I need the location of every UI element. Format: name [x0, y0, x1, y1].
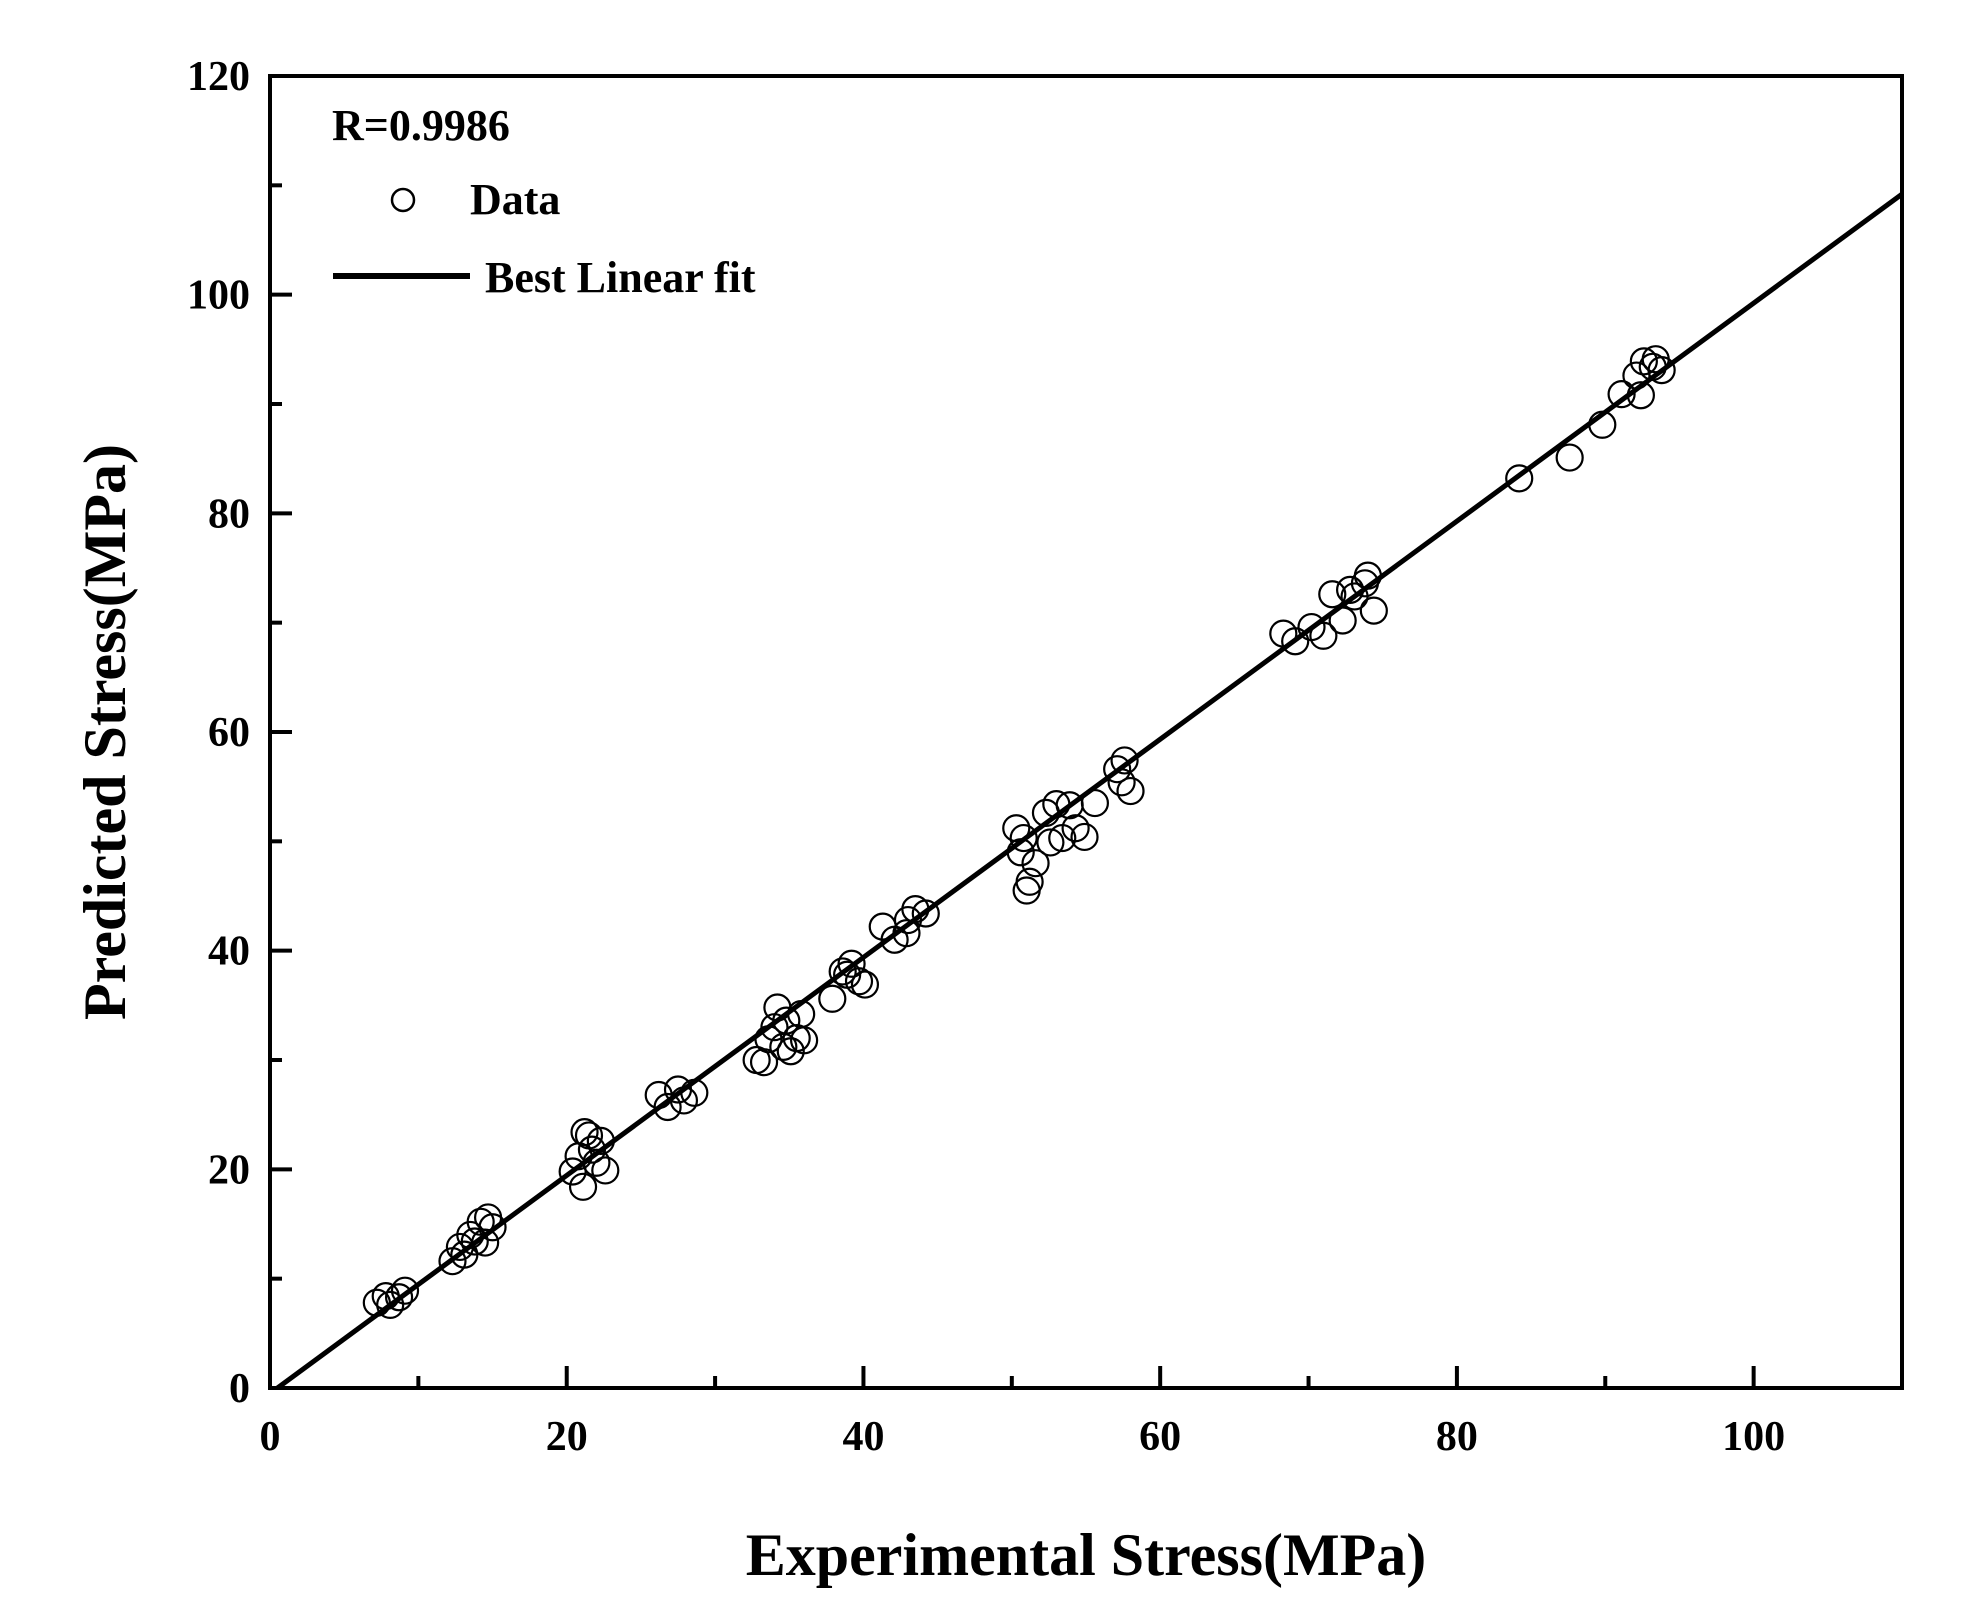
data-point: [769, 1032, 798, 1061]
data-point: [1555, 443, 1584, 472]
data-point: [749, 1048, 779, 1077]
data-points: [362, 345, 1676, 1320]
data-point: [1629, 347, 1658, 376]
data-point: [818, 984, 847, 1013]
data-point: [893, 905, 923, 935]
data-point: [371, 1282, 400, 1311]
data-point: [1116, 776, 1145, 806]
y-tick-label: 100: [187, 273, 250, 319]
data-point: [653, 1092, 682, 1122]
data-point: [833, 960, 862, 989]
data-point: [1588, 410, 1617, 439]
y-tick-label: 60: [208, 710, 250, 756]
data-point: [591, 1156, 620, 1185]
data-point: [1036, 828, 1065, 857]
data-point: [384, 1283, 414, 1312]
data-point: [478, 1213, 507, 1242]
data-point: [1048, 823, 1077, 853]
data-point: [911, 899, 940, 928]
data-point: [570, 1118, 599, 1147]
data-point: [1328, 606, 1357, 635]
data-point: [828, 957, 857, 986]
x-axis-label: Experimental Stress(MPa): [746, 1522, 1426, 1588]
data-point: [1009, 823, 1038, 853]
data-point: [1110, 746, 1139, 775]
data-point: [760, 1013, 789, 1042]
data-point: [1021, 849, 1050, 878]
data-point: [1080, 788, 1110, 818]
data-point: [460, 1227, 489, 1256]
data-point: [1335, 575, 1365, 604]
data-point: [1607, 380, 1636, 409]
data-point: [1042, 790, 1071, 819]
data-point: [568, 1172, 598, 1201]
data-point: [1641, 345, 1670, 374]
y-tick-label: 40: [208, 929, 250, 975]
data-point: [577, 1135, 607, 1164]
data-point: [1318, 580, 1347, 609]
x-tick-label: 40: [842, 1414, 884, 1460]
legend-data-marker: [390, 187, 416, 213]
data-point: [1103, 755, 1132, 784]
data-point: [586, 1126, 615, 1156]
data-point: [1309, 621, 1338, 650]
data-point: [1626, 381, 1655, 410]
data-point: [1107, 768, 1136, 797]
x-tick-label: 60: [1139, 1414, 1181, 1460]
x-tick-label: 80: [1436, 1414, 1478, 1460]
data-point: [669, 1086, 699, 1115]
data-point: [362, 1288, 391, 1317]
data-point: [787, 999, 816, 1029]
y-axis-label: Predicted Stress(MPa): [72, 444, 138, 1020]
data-point: [1006, 838, 1035, 867]
data-point: [1070, 822, 1099, 852]
y-tick-label: 120: [187, 54, 250, 100]
x-tick-label: 0: [260, 1414, 281, 1460]
data-point: [1353, 561, 1382, 590]
data-point: [582, 1148, 611, 1177]
data-point: [892, 919, 921, 948]
data-point: [1505, 464, 1534, 493]
legend-fit-label: Best Linear fit: [485, 253, 756, 302]
data-point: [390, 1276, 420, 1305]
data-point: [1002, 814, 1031, 843]
x-tick-label: 20: [546, 1414, 588, 1460]
data-point: [1012, 876, 1041, 905]
data-point: [1359, 596, 1388, 625]
r-annotation: R=0.9986: [332, 101, 510, 150]
y-tick-label: 20: [208, 1147, 250, 1193]
data-point: [680, 1078, 709, 1107]
x-tick-label: 100: [1722, 1414, 1785, 1460]
data-point: [1281, 627, 1310, 656]
y-tick-label: 0: [229, 1366, 250, 1412]
data-point: [471, 1228, 500, 1257]
tick-labels: 0 20 40 60 80 100 0 20 40 60 80 100 120: [187, 54, 1785, 1460]
legend-data-label: Data: [470, 175, 560, 224]
data-point: [850, 970, 880, 999]
y-tick-label: 80: [208, 491, 250, 537]
